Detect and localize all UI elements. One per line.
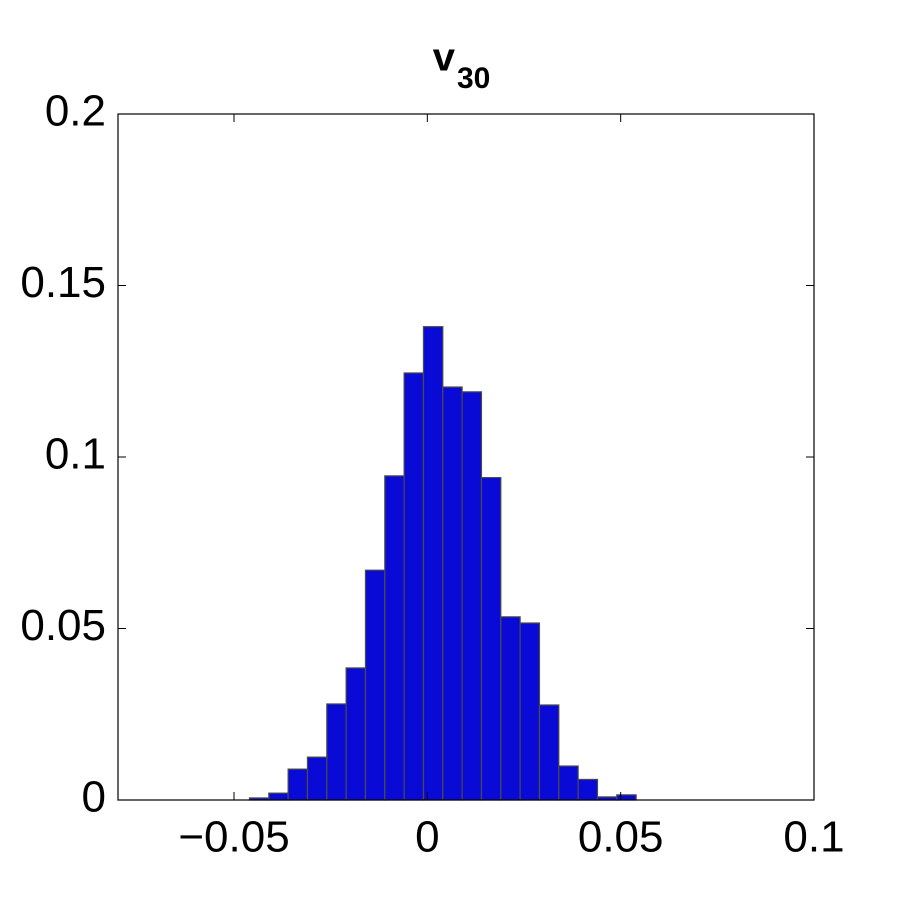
chart-title-subscript: 30	[457, 62, 490, 95]
bar	[461, 391, 483, 801]
chart-title: v	[433, 36, 456, 80]
bar	[480, 476, 502, 801]
bar	[500, 616, 521, 801]
bar	[364, 569, 386, 801]
bar	[538, 704, 560, 801]
x-tick-label: −0.05	[178, 813, 289, 862]
y-tick-label: 0	[82, 773, 106, 822]
bar	[558, 765, 579, 801]
x-tick-label: 0.1	[783, 813, 844, 862]
bar	[268, 792, 289, 801]
bar	[577, 778, 599, 801]
y-tick-label: 0.2	[45, 87, 106, 136]
y-tick-label: 0.05	[20, 601, 106, 650]
bar	[422, 326, 444, 801]
bar	[519, 622, 541, 801]
bar	[306, 756, 328, 801]
bar	[616, 794, 637, 801]
bar	[345, 667, 367, 801]
x-tick-label: 0.05	[578, 813, 664, 862]
bar	[442, 386, 463, 801]
bar	[287, 768, 309, 801]
bar	[326, 703, 347, 801]
x-tick-label: 0	[415, 813, 439, 862]
y-tick-label: 0.1	[45, 430, 106, 479]
bar	[403, 372, 425, 801]
y-tick-label: 0.15	[20, 258, 106, 307]
bar	[384, 475, 405, 801]
